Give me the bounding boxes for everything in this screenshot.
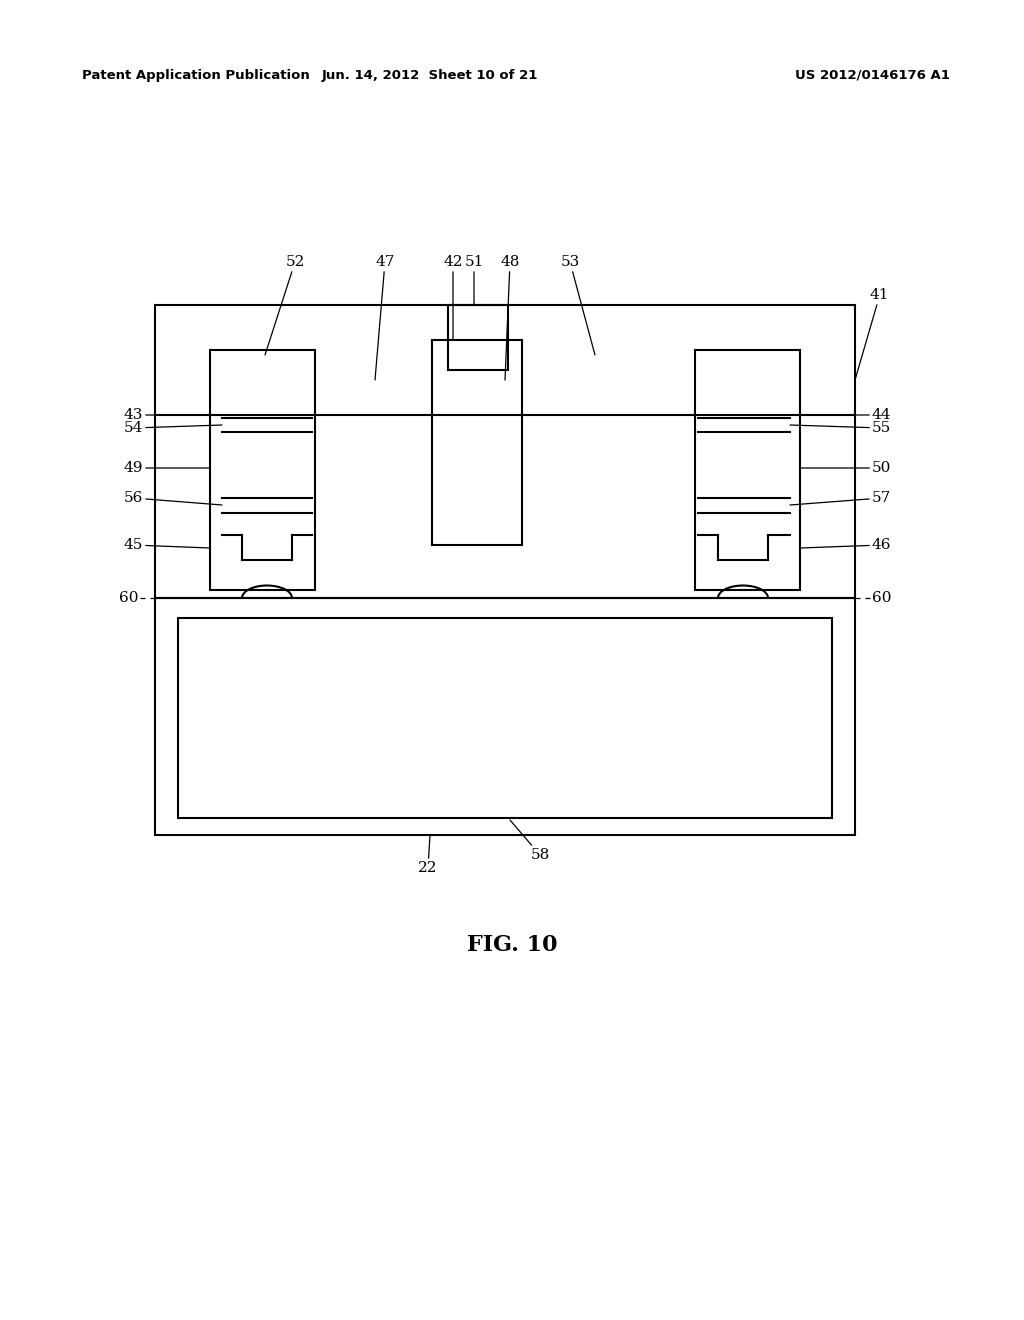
- Text: 55: 55: [790, 421, 891, 436]
- Bar: [695, 350, 800, 590]
- Bar: [449, 305, 508, 370]
- Text: 44: 44: [800, 408, 892, 422]
- Text: 47: 47: [375, 255, 394, 380]
- Text: 58: 58: [510, 820, 550, 862]
- Text: 48: 48: [501, 255, 520, 380]
- Text: 50: 50: [800, 461, 891, 475]
- Text: 60: 60: [872, 591, 892, 605]
- Text: 60: 60: [119, 591, 138, 605]
- Text: 22: 22: [418, 836, 437, 875]
- Text: FIG. 10: FIG. 10: [467, 935, 557, 956]
- Text: 45: 45: [124, 539, 210, 552]
- Text: Jun. 14, 2012  Sheet 10 of 21: Jun. 14, 2012 Sheet 10 of 21: [322, 69, 539, 82]
- Text: 42: 42: [443, 255, 463, 341]
- Bar: [155, 598, 855, 836]
- Text: Patent Application Publication: Patent Application Publication: [82, 69, 309, 82]
- Bar: [155, 305, 855, 598]
- Text: 53: 53: [560, 255, 595, 355]
- Text: 54: 54: [124, 421, 222, 436]
- Bar: [178, 618, 831, 818]
- Text: 43: 43: [124, 408, 210, 422]
- Text: 57: 57: [790, 491, 891, 506]
- Text: US 2012/0146176 A1: US 2012/0146176 A1: [795, 69, 950, 82]
- Text: 41: 41: [855, 288, 890, 380]
- Text: 46: 46: [800, 539, 892, 552]
- Text: 51: 51: [464, 255, 483, 305]
- Text: 52: 52: [265, 255, 305, 355]
- Bar: [432, 341, 522, 545]
- Text: 56: 56: [124, 491, 222, 506]
- Text: 49: 49: [124, 461, 210, 475]
- Bar: [210, 350, 315, 590]
